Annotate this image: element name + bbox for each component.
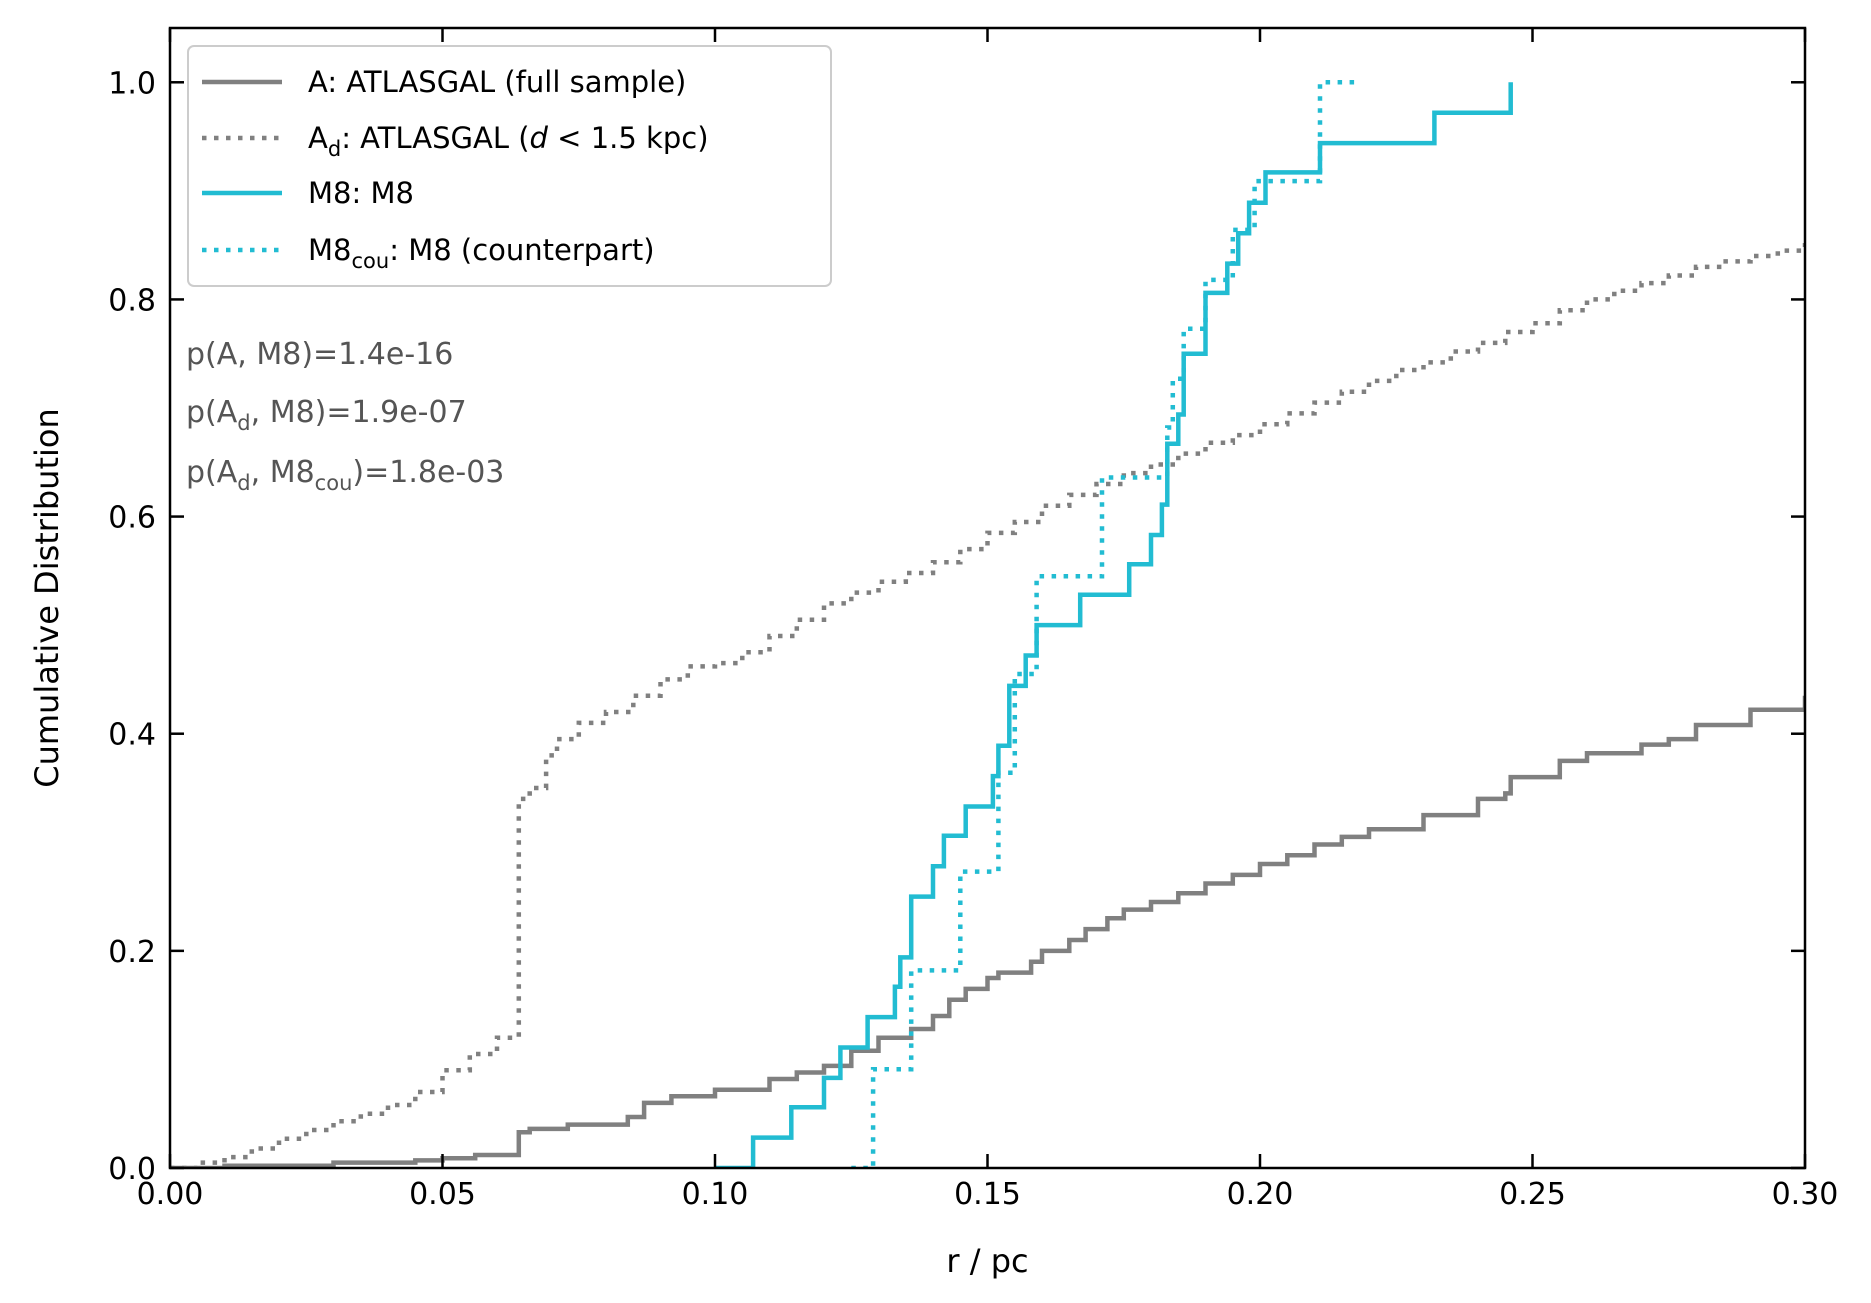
x-axis-label: r / pc <box>946 1242 1028 1280</box>
legend-frame <box>187 45 832 287</box>
legend-label-ad: Ad: ATLASGAL (d < 1.5 kpc) <box>308 121 709 161</box>
y-tick-label: 0.8 <box>108 283 156 318</box>
series-m8cou-counterpart <box>851 80 1359 1168</box>
legend-label-m8: M8: M8 <box>308 176 414 210</box>
y-tick-label: 0.4 <box>108 718 156 753</box>
y-tick-label: 0.6 <box>108 501 156 536</box>
y-tick-label: 1.0 <box>108 66 156 101</box>
x-tick-label: 0.30 <box>1772 1177 1839 1212</box>
x-tick-label: 0.05 <box>409 1177 476 1212</box>
series-m8 <box>715 82 1513 1168</box>
p-value-annotation: p(A, M8)=1.4e-16 <box>186 337 453 372</box>
x-tick-label: 0.25 <box>1499 1177 1566 1212</box>
y-axis-label: Cumulative Distribution <box>28 408 66 788</box>
x-tick-label: 0.20 <box>1227 1177 1294 1212</box>
x-tick-label: 0.15 <box>954 1177 1021 1212</box>
y-tick-label: 0.2 <box>108 935 156 970</box>
y-tick-label: 0.0 <box>108 1152 156 1187</box>
series-layer <box>170 80 1805 1168</box>
series-a-atlasgal-full <box>170 695 1805 1168</box>
legend-label-a: A: ATLASGAL (full sample) <box>308 65 686 99</box>
ticks-layer: 0.00 0.05 0.10 0.15 0.20 0.25 0.30 0.0 0.2 0.4 0.6… <box>108 28 1838 1212</box>
x-tick-label: 0.10 <box>682 1177 749 1212</box>
series-ad-atlasgal-near <box>170 243 1805 1168</box>
legend: A: ATLASGAL (full sample) Ad: ATLASGAL (d… <box>187 45 832 287</box>
p-value-annotation: p(Ad, M8cou)=1.8e-03 <box>186 455 504 495</box>
p-value-annotation: p(Ad, M8)=1.9e-07 <box>186 395 467 435</box>
p-value-annotations: p(A, M8)=1.4e-16 p(Ad, M8)=1.9e-07 p(Ad, M… <box>186 337 504 495</box>
legend-label-m8cou: M8cou: M8 (counterpart) <box>308 233 655 273</box>
x-tick-label: 0.00 <box>137 1177 204 1212</box>
